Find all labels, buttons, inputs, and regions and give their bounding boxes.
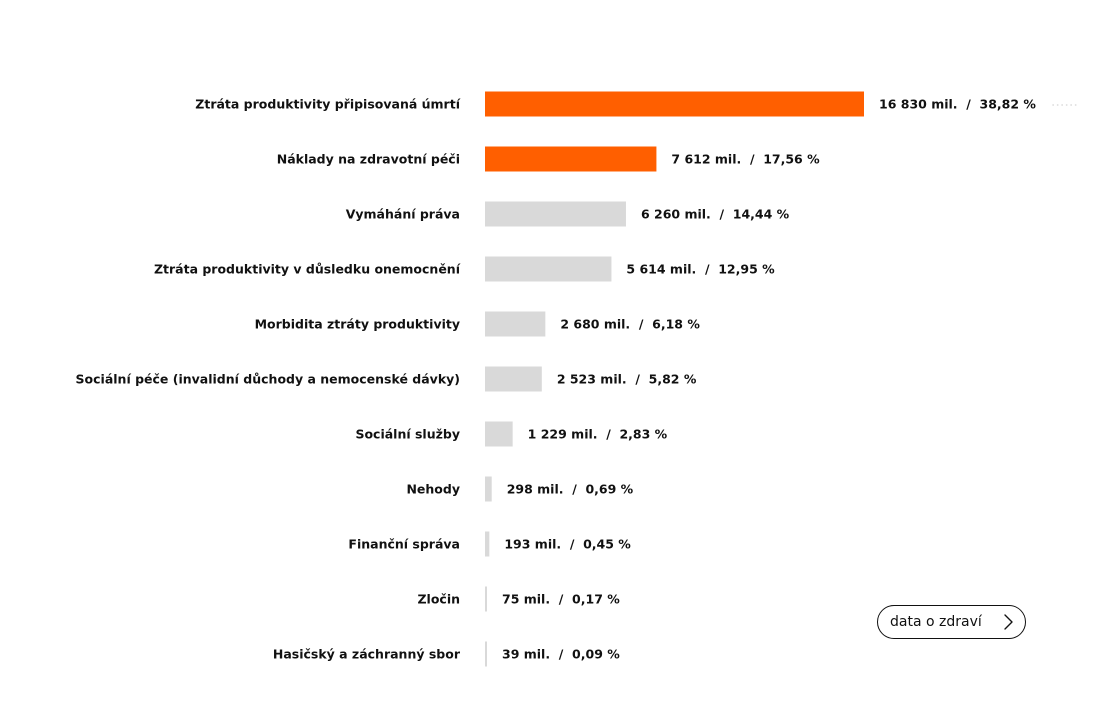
bar-row: Vymáhání práva 6 260 mil. / 14,44 % xyxy=(346,201,790,227)
chart-rows: Ztráta produktivity připisovaná úmrtí 16 … xyxy=(76,91,1079,667)
bar-row: Morbidita ztráty produktivity 2 680 mil. … xyxy=(255,311,700,337)
bar xyxy=(485,311,546,337)
category-label: Sociální služby xyxy=(355,427,460,442)
bar-row: Sociální péče (invalidní důchody a nemoc… xyxy=(76,366,697,392)
value-label: 7 612 mil. / 17,56 % xyxy=(671,152,820,167)
category-label: Vymáhání práva xyxy=(346,207,460,222)
bar xyxy=(485,91,864,117)
value-label: 2 523 mil. / 5,82 % xyxy=(557,372,697,387)
bar-row: Ztráta produktivity připisovaná úmrtí 16 … xyxy=(195,91,1079,117)
bar xyxy=(485,641,487,667)
category-label: Nehody xyxy=(406,482,460,497)
value-label: 5 614 mil. / 12,95 % xyxy=(626,262,775,277)
bar xyxy=(485,201,626,227)
value-label: 298 mil. / 0,69 % xyxy=(507,482,634,497)
value-label: 2 680 mil. / 6,18 % xyxy=(560,317,700,332)
bar xyxy=(485,256,612,282)
bar-row: Nehody 298 mil. / 0,69 % xyxy=(406,476,634,502)
bar xyxy=(485,421,513,447)
bar xyxy=(485,586,487,612)
chevron-right-icon xyxy=(1004,614,1013,630)
bar-row: Sociální služby 1 229 mil. / 2,83 % xyxy=(355,421,668,447)
category-label: Ztráta produktivity připisovaná úmrtí xyxy=(195,97,460,112)
value-label: 16 830 mil. / 38,82 % xyxy=(879,97,1036,112)
bar xyxy=(485,146,657,172)
category-label: Náklady na zdravotní péči xyxy=(277,152,460,167)
value-label: 39 mil. / 0,09 % xyxy=(502,647,620,662)
value-label: 6 260 mil. / 14,44 % xyxy=(641,207,790,222)
bar-row: Ztráta produktivity v důsledku onemocněn… xyxy=(154,256,775,282)
category-label: Hasičský a záchranný sbor xyxy=(273,647,461,662)
bar-row: Zločin 75 mil. / 0,17 % xyxy=(417,586,620,612)
health-data-button-label: data o zdraví xyxy=(890,614,982,630)
category-label: Finanční správa xyxy=(348,537,460,552)
bar-row: Náklady na zdravotní péči 7 612 mil. / 17… xyxy=(277,146,820,172)
bar xyxy=(485,366,542,392)
category-label: Morbidita ztráty produktivity xyxy=(255,317,460,332)
value-label: 75 mil. / 0,17 % xyxy=(502,592,620,607)
value-label: 1 229 mil. / 2,83 % xyxy=(528,427,668,442)
category-label: Zločin xyxy=(417,592,460,607)
category-label: Sociální péče (invalidní důchody a nemoc… xyxy=(76,372,460,387)
bar-row: Finanční správa 193 mil. / 0,45 % xyxy=(348,531,631,557)
value-label: 193 mil. / 0,45 % xyxy=(504,537,631,552)
health-data-button[interactable]: data o zdraví xyxy=(877,605,1026,639)
bar xyxy=(485,531,490,557)
bar-row: Hasičský a záchranný sbor 39 mil. / 0,09 … xyxy=(273,641,620,667)
category-label: Ztráta produktivity v důsledku onemocněn… xyxy=(154,262,461,277)
bar xyxy=(485,476,492,502)
